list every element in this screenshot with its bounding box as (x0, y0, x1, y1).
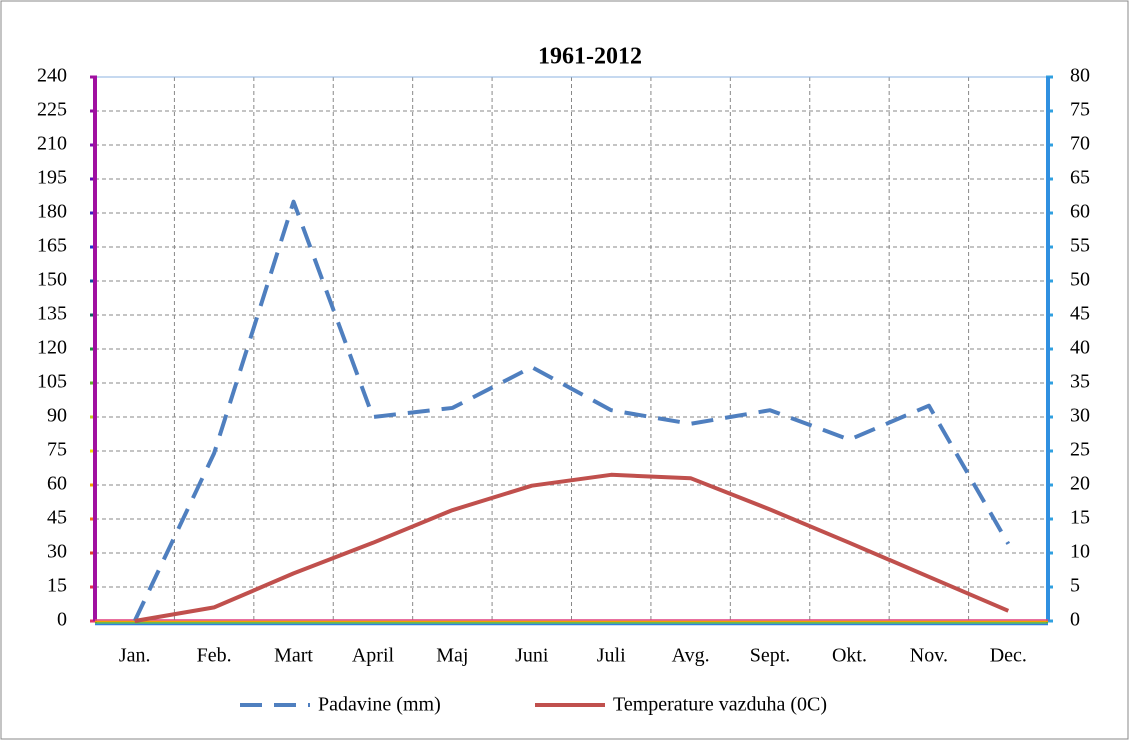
y-tick-label: 135 (37, 303, 67, 325)
y-tick-label: 105 (37, 371, 67, 393)
x-tick-label: Mart (274, 645, 313, 667)
y-tick-label: 90 (47, 405, 67, 427)
y2-tick-label: 40 (1070, 337, 1090, 359)
y2-tick-label: 55 (1070, 235, 1090, 257)
y-tick-label: 210 (37, 133, 67, 155)
y-tick-label: 75 (47, 439, 67, 461)
x-tick-label: April (352, 645, 395, 667)
y2-tick-label: 65 (1070, 167, 1090, 189)
x-tick-label: Juni (515, 645, 549, 667)
y2-tick-label: 70 (1070, 133, 1090, 155)
x-tick-label: Nov. (910, 645, 948, 667)
x-tick-label: Juli (597, 645, 626, 667)
y-tick-label: 165 (37, 235, 67, 257)
y2-tick-label: 45 (1070, 303, 1090, 325)
y2-tick-label: 0 (1070, 609, 1080, 631)
x-tick-label: Maj (436, 645, 468, 667)
y2-tick-label: 10 (1070, 541, 1090, 563)
y-tick-label: 60 (47, 473, 67, 495)
y-tick-label: 240 (37, 65, 67, 87)
y-tick-label: 120 (37, 337, 67, 359)
y-tick-label: 45 (47, 507, 67, 529)
y-tick-label: 180 (37, 201, 67, 223)
y-tick-label: 150 (37, 269, 67, 291)
y-tick-label: 225 (37, 99, 67, 121)
y2-tick-label: 75 (1070, 99, 1090, 121)
y2-tick-label: 15 (1070, 507, 1090, 529)
y2-tick-label: 35 (1070, 371, 1090, 393)
chart-title: 1961-2012 (538, 44, 642, 70)
y-tick-label: 0 (57, 609, 67, 631)
y2-tick-label: 30 (1070, 405, 1090, 427)
y-tick-label: 30 (47, 541, 67, 563)
y2-tick-label: 80 (1070, 65, 1090, 87)
y-tick-label: 195 (37, 167, 67, 189)
x-tick-label: Jan. (119, 645, 151, 667)
legend-label: Temperature vazduha (0C) (613, 694, 827, 716)
x-tick-label: Okt. (832, 645, 867, 667)
x-tick-label: Dec. (990, 645, 1027, 667)
x-tick-label: Sept. (750, 645, 791, 667)
y2-tick-label: 5 (1070, 575, 1080, 597)
series-line (134, 472, 1010, 623)
x-tick-label: Avg. (672, 645, 710, 667)
series-line (132, 199, 1011, 622)
x-tick-label: Feb. (197, 645, 232, 667)
legend-label: Padavine (mm) (318, 694, 441, 716)
y2-tick-label: 25 (1070, 439, 1090, 461)
y-tick-label: 15 (47, 575, 67, 597)
y2-tick-label: 50 (1070, 269, 1090, 291)
y2-tick-label: 20 (1070, 473, 1090, 495)
y2-tick-label: 60 (1070, 201, 1090, 223)
